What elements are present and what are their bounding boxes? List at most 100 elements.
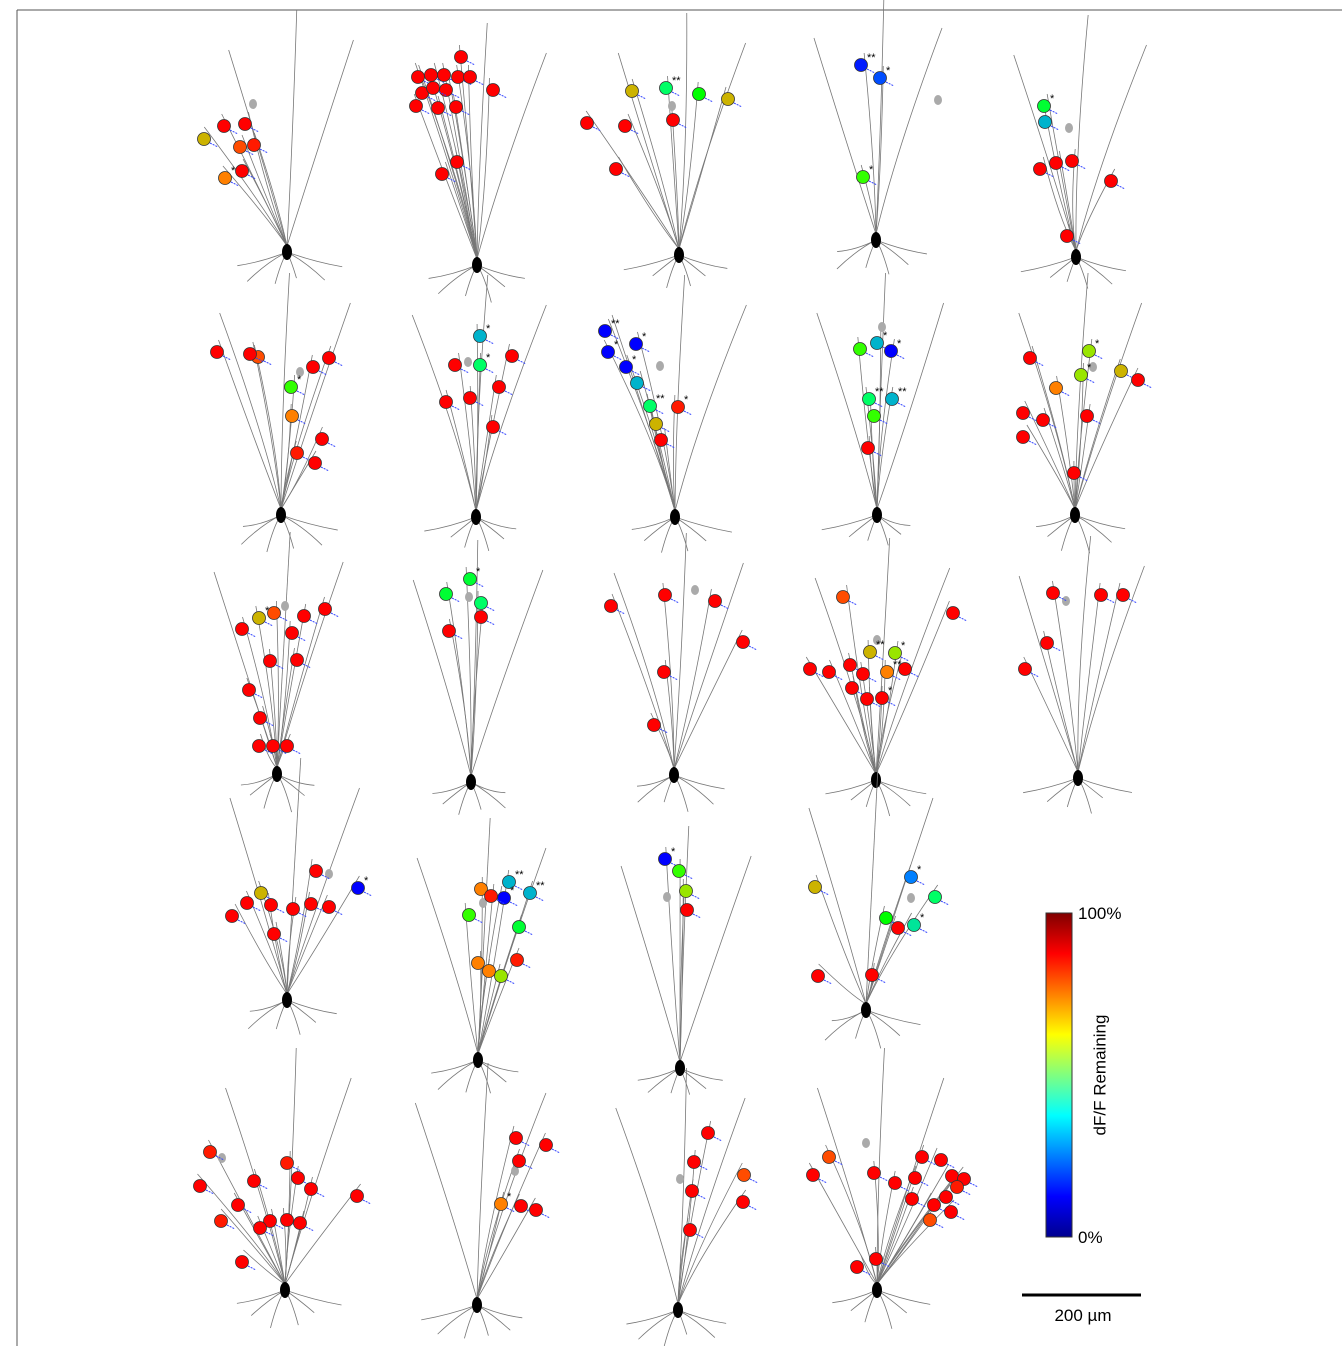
basal-dendrite <box>477 1305 522 1318</box>
significance-mark: * <box>886 65 891 77</box>
unanalysed-spot <box>1062 596 1070 606</box>
soma <box>282 244 292 260</box>
basal-dendrite <box>1078 778 1132 793</box>
spine <box>599 325 612 338</box>
spine <box>886 393 899 406</box>
uncaging-marker <box>672 92 680 96</box>
soma <box>872 1282 882 1298</box>
spine <box>929 891 942 904</box>
uncaging-marker <box>721 605 729 609</box>
uncaging-marker <box>265 622 273 626</box>
uncaging-marker <box>898 403 906 407</box>
basal-dendrite <box>876 240 908 265</box>
uncaging-marker <box>364 892 372 896</box>
uncaging-marker <box>507 980 515 984</box>
basal-dendrite <box>477 1305 510 1330</box>
basal-dendrite <box>438 1305 477 1334</box>
dendrite <box>1044 631 1078 772</box>
spine <box>511 954 524 967</box>
significance-mark: * <box>901 640 906 652</box>
spine <box>807 1169 820 1182</box>
spine <box>292 1172 305 1185</box>
basal-dendrite <box>876 780 910 806</box>
spine <box>737 1196 750 1209</box>
spine <box>1075 369 1088 382</box>
spine <box>443 625 456 638</box>
spine <box>1083 345 1096 358</box>
spine <box>506 350 519 363</box>
spine <box>804 663 817 676</box>
spine <box>809 881 822 894</box>
dendrite <box>817 313 877 509</box>
spine <box>305 1183 318 1196</box>
spine <box>530 1204 543 1217</box>
spine <box>655 434 668 447</box>
spine <box>870 1253 883 1266</box>
significance-mark: * <box>642 331 647 343</box>
dendrite <box>678 1190 746 1304</box>
spine <box>1050 157 1063 170</box>
spine <box>837 591 850 604</box>
spine <box>254 712 267 725</box>
uncaging-marker <box>328 443 336 447</box>
uncaging-marker <box>959 617 967 621</box>
spine <box>450 101 463 114</box>
significance-mark: * <box>486 323 491 335</box>
spine <box>935 1154 948 1167</box>
spine <box>474 330 487 343</box>
soma <box>871 232 881 248</box>
spine <box>513 1155 526 1168</box>
significance-mark: * <box>671 846 676 858</box>
spine <box>1132 374 1145 387</box>
uncaging-marker <box>593 127 601 131</box>
dendrite <box>675 305 746 511</box>
uncaging-marker <box>957 1216 965 1220</box>
neuron: * <box>413 540 543 815</box>
spine <box>234 141 247 154</box>
uncaging-marker <box>1144 384 1152 388</box>
spine <box>291 447 304 460</box>
uncaging-marker <box>266 722 274 726</box>
dendrite <box>679 13 687 249</box>
uncaging-marker <box>487 607 495 611</box>
spine <box>889 1177 902 1190</box>
basal-dendrite <box>837 240 876 252</box>
spine <box>905 871 918 884</box>
uncaging-marker <box>714 1137 722 1141</box>
dendrite <box>477 78 489 259</box>
spine <box>286 627 299 640</box>
spine <box>410 100 423 113</box>
spine <box>305 898 318 911</box>
dendrite <box>817 1088 877 1284</box>
spine <box>880 912 893 925</box>
significance-mark: * <box>1050 93 1055 105</box>
uncaging-marker <box>306 1227 314 1231</box>
significance-mark: * <box>231 165 236 177</box>
basal-dendrite <box>876 780 926 794</box>
basal-dendrite <box>675 517 732 532</box>
spine <box>475 597 488 610</box>
significance-mark: ** <box>515 869 524 881</box>
dendrite <box>604 340 675 511</box>
basal-dendrite <box>1036 515 1075 527</box>
spine <box>945 1206 958 1219</box>
soma <box>871 772 881 788</box>
spine <box>1041 637 1054 650</box>
spine <box>286 410 299 423</box>
basal-dendrite <box>251 1290 285 1316</box>
dendrite <box>253 342 281 509</box>
neuron: ****** <box>817 273 944 545</box>
uncaging-marker <box>901 657 909 661</box>
significance-mark: * <box>920 912 925 924</box>
figure: ****************************************… <box>0 0 1342 1346</box>
basal-dendrite <box>1047 778 1078 802</box>
uncaging-marker <box>880 1177 888 1181</box>
significance-mark: * <box>364 875 369 887</box>
basal-dendrite <box>250 1000 287 1011</box>
dendrite <box>287 10 297 246</box>
uncaging-marker <box>1129 599 1137 603</box>
uncaging-marker <box>698 1195 706 1199</box>
uncaging-marker <box>1117 185 1125 189</box>
neuron: * <box>198 10 354 284</box>
uncaging-marker <box>486 369 494 373</box>
